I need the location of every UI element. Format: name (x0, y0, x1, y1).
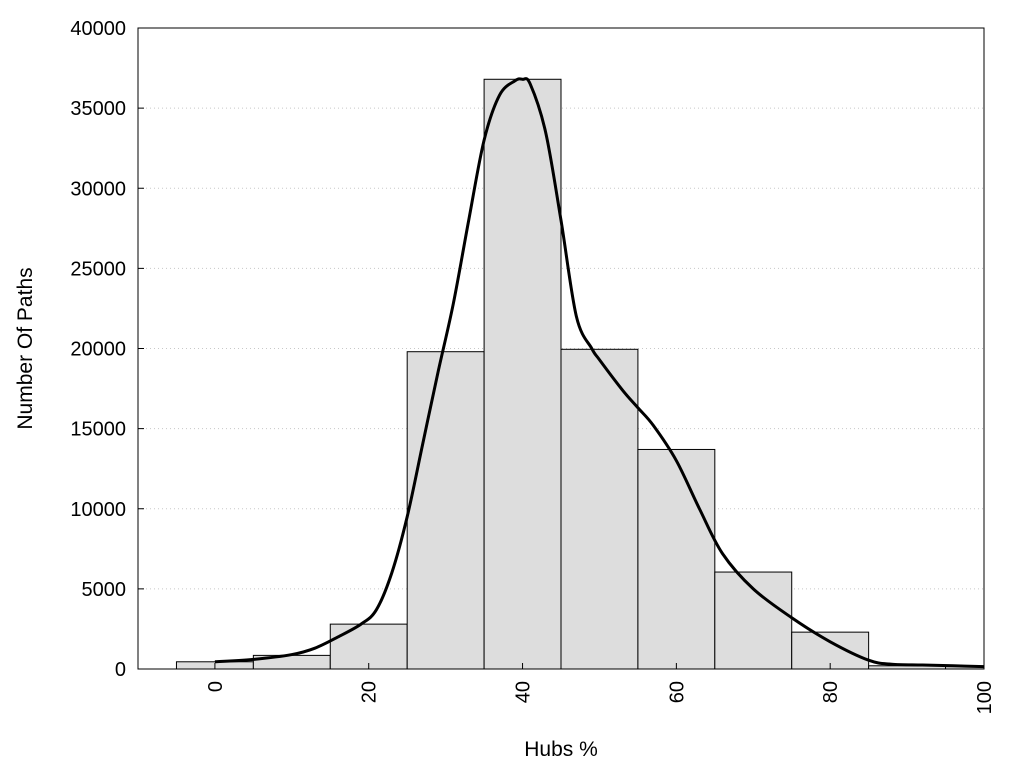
x-tick-label: 40 (513, 681, 535, 703)
gridlines (138, 107, 984, 590)
y-tick-label: 15000 (70, 419, 126, 441)
y-axis-ticks: 0 5000 10000 15000 20000 25000 30000 35000 40000 (70, 18, 144, 681)
density-curve (214, 77, 985, 669)
x-axis-title: Hubs % (524, 738, 598, 761)
y-tick-label: 10000 (70, 499, 126, 521)
x-tick-label: 20 (359, 681, 381, 703)
histogram-bar (329, 623, 408, 670)
density-curve-group (214, 77, 985, 669)
y-tick-label: 25000 (70, 258, 126, 280)
histogram-bar (483, 78, 562, 670)
x-tick-label: 60 (666, 681, 688, 703)
y-tick-label: 30000 (70, 178, 126, 200)
y-axis-title: Number Of Paths (14, 267, 37, 429)
x-axis-ticks: 0 20 40 60 80 100 (205, 663, 996, 714)
x-tick-label: 100 (974, 681, 996, 714)
x-tick-label: 80 (820, 681, 842, 703)
y-tick-label: 5000 (82, 579, 127, 601)
histogram-bar (560, 348, 639, 670)
x-tick-label: 0 (205, 681, 227, 692)
histogram-bar (714, 571, 793, 670)
histogram-bar (637, 448, 716, 670)
y-tick-label: 20000 (70, 339, 126, 361)
y-tick-label: 40000 (70, 18, 126, 40)
histogram-bar (406, 351, 485, 670)
y-tick-label: 0 (115, 659, 126, 681)
y-tick-label: 35000 (70, 98, 126, 120)
histogram-bars (175, 78, 985, 670)
